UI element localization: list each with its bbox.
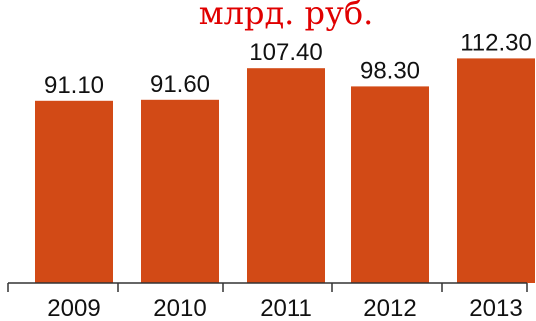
value-label-2012: 98.30: [360, 57, 420, 84]
bar-2010: [141, 99, 219, 283]
tick-label-2010: 2010: [153, 295, 206, 321]
chart-title: млрд. руб.: [199, 0, 374, 32]
value-label-2009: 91.10: [44, 72, 104, 99]
bar-2009: [35, 100, 113, 283]
tick-label-2012: 2012: [363, 295, 416, 321]
value-labels-group: 91.10 91.60 107.40 98.30 112.30: [44, 29, 532, 98]
tick-label-2009: 2009: [47, 295, 100, 321]
value-label-2011: 107.40: [249, 39, 322, 66]
bar-2013: [457, 58, 535, 284]
bar-2012: [351, 86, 429, 284]
tick-label-2013: 2013: [469, 295, 522, 321]
tick-label-2011: 2011: [260, 295, 312, 321]
value-label-2010: 91.60: [150, 71, 210, 98]
bars-group: [35, 58, 535, 284]
value-label-2013: 112.30: [460, 29, 532, 56]
bar-2011: [247, 68, 325, 283]
x-axis: 2009 2010 2011 2012 2013: [7, 282, 528, 321]
